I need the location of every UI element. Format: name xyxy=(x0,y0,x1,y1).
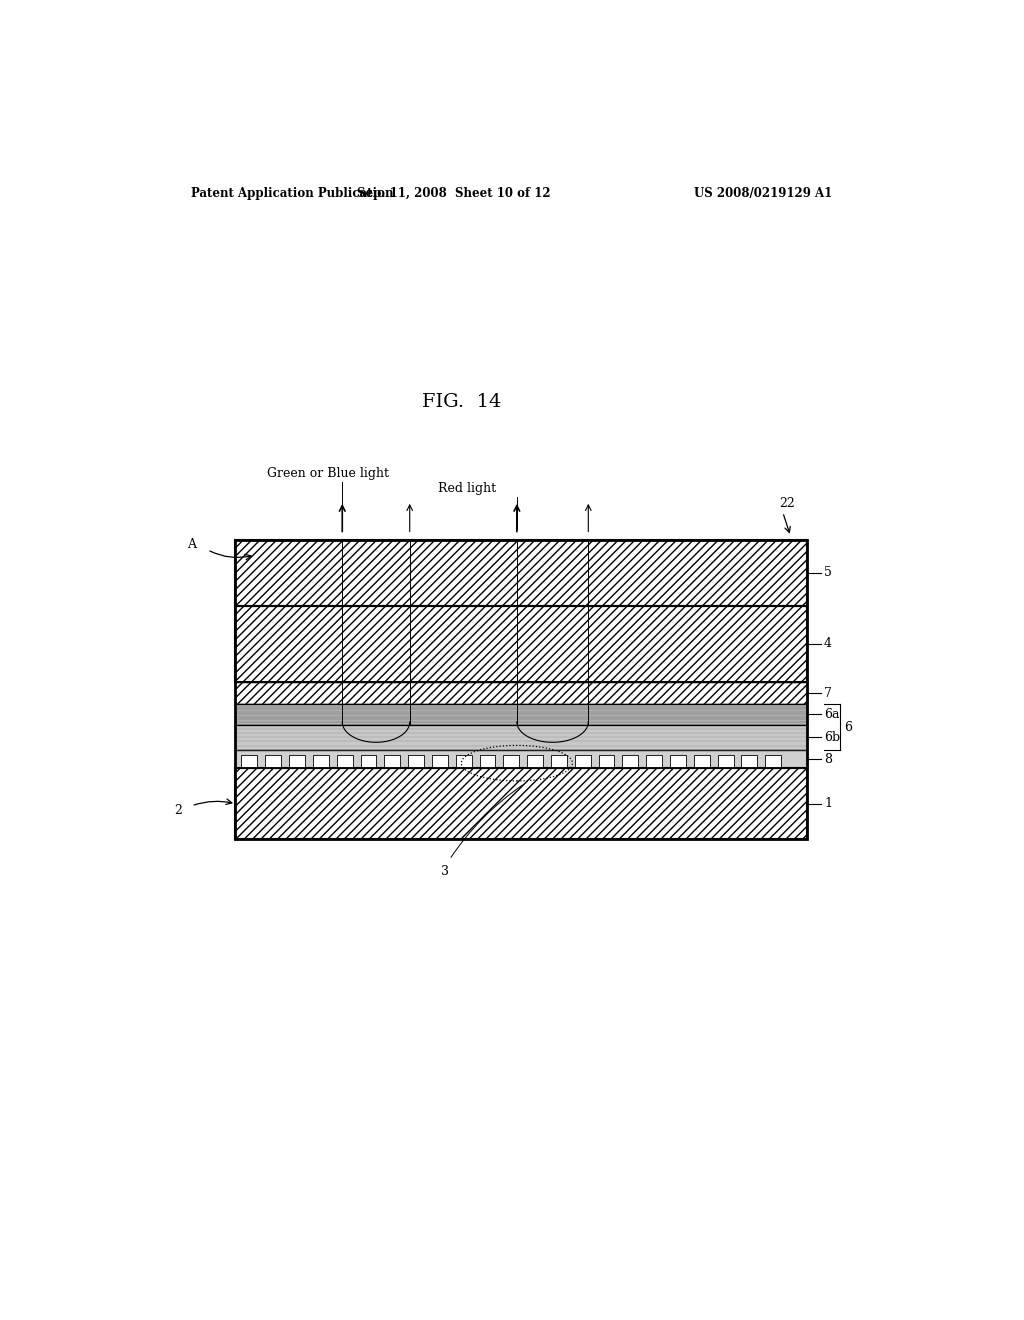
Bar xyxy=(337,755,352,767)
Bar xyxy=(236,768,807,840)
Bar xyxy=(409,755,424,767)
Text: 22: 22 xyxy=(778,498,795,511)
Text: A: A xyxy=(187,539,197,552)
Bar xyxy=(623,755,638,767)
Bar xyxy=(236,682,807,704)
Bar xyxy=(265,755,282,767)
Bar xyxy=(236,606,807,682)
Text: Red light: Red light xyxy=(437,482,496,495)
Bar xyxy=(527,755,543,767)
Text: 4: 4 xyxy=(824,638,831,651)
Text: 6b: 6b xyxy=(824,731,840,743)
Text: Patent Application Publication: Patent Application Publication xyxy=(191,187,394,201)
Bar xyxy=(456,755,472,767)
Bar xyxy=(741,755,758,767)
Text: US 2008/0219129 A1: US 2008/0219129 A1 xyxy=(693,187,833,201)
Bar xyxy=(236,540,807,606)
Bar xyxy=(236,750,807,768)
Bar xyxy=(289,755,305,767)
Text: 3: 3 xyxy=(441,866,450,878)
Text: 1: 1 xyxy=(824,797,831,810)
Text: 5: 5 xyxy=(824,566,831,579)
Bar xyxy=(574,755,591,767)
Text: 2: 2 xyxy=(174,804,182,817)
Text: 7: 7 xyxy=(824,686,831,700)
Bar xyxy=(242,755,257,767)
Bar xyxy=(670,755,686,767)
Bar xyxy=(236,704,807,725)
Bar xyxy=(599,755,614,767)
Bar xyxy=(313,755,329,767)
Bar xyxy=(236,540,807,840)
Bar xyxy=(551,755,567,767)
Bar xyxy=(360,755,377,767)
Bar xyxy=(765,755,781,767)
Bar xyxy=(504,755,519,767)
Bar xyxy=(479,755,496,767)
Bar xyxy=(694,755,710,767)
Text: Green or Blue light: Green or Blue light xyxy=(267,467,389,480)
Text: Sep. 11, 2008  Sheet 10 of 12: Sep. 11, 2008 Sheet 10 of 12 xyxy=(356,187,550,201)
Text: 8: 8 xyxy=(824,752,831,766)
Bar xyxy=(236,725,807,750)
Bar xyxy=(432,755,447,767)
Bar xyxy=(384,755,400,767)
Bar xyxy=(646,755,663,767)
Text: FIG.  14: FIG. 14 xyxy=(422,393,501,412)
Text: 6: 6 xyxy=(844,721,852,734)
Bar xyxy=(718,755,733,767)
Text: 6a: 6a xyxy=(824,708,840,721)
